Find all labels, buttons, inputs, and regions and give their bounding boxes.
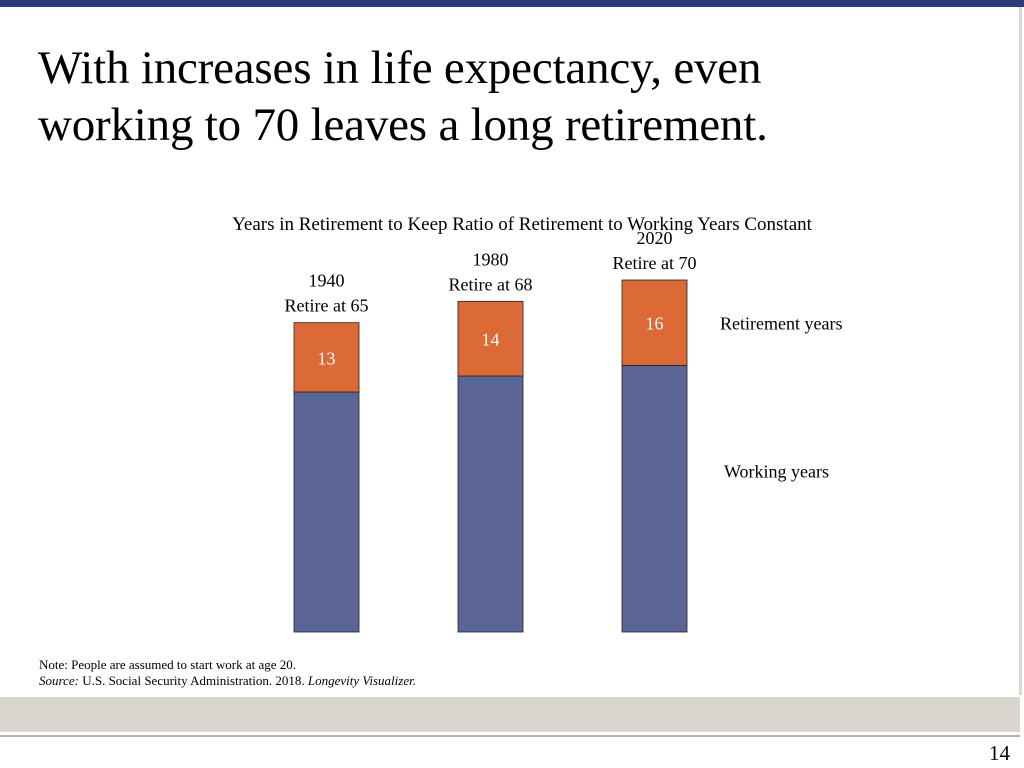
bar-retirement-years-2020: [621, 279, 688, 366]
bar-working-years-1980: [457, 375, 524, 633]
category-sublabel-2020: Retire at 70: [613, 253, 697, 273]
stacked-bar-chart: 13 1940 Retire at 65 14 1980 Retire at 68 16 20…: [285, 228, 842, 633]
category-sublabel-1980: Retire at 68: [449, 274, 533, 294]
category-label-1940: 1940: [309, 271, 345, 291]
bar-retirement-years-1980: [457, 300, 524, 377]
top-accent-rule: [0, 0, 1024, 7]
source-text: U.S. Social Security Administration. 201…: [78, 673, 308, 688]
source-title: Longevity Visualizer.: [307, 673, 416, 688]
chart-title: Years in Retirement to Keep Ratio of Ret…: [232, 214, 812, 235]
page-number: 14: [989, 741, 1010, 765]
footer-band: [0, 697, 1020, 732]
slide-title-line-1: With increases in life expectancy, even: [38, 42, 762, 94]
data-label-1940: 13: [318, 348, 336, 368]
bar-working-years-2020: [621, 364, 688, 633]
bar-working-years-1940: [293, 391, 360, 633]
chart-notes: Note: People are assumed to start work a…: [39, 657, 416, 689]
legend-working-years: Working years: [724, 461, 829, 481]
note-text: Note: People are assumed to start work a…: [39, 657, 297, 672]
source-label: Source:: [39, 673, 79, 688]
bar-retirement-years-1940: [293, 322, 360, 393]
legend-retirement-years: Retirement years: [720, 314, 842, 334]
slide-title: With increases in life expectancy, even …: [38, 40, 998, 154]
footer-divider: [0, 735, 1020, 737]
category-sublabel-1940: Retire at 65: [285, 296, 369, 316]
right-edge-shadow: [1019, 7, 1022, 695]
data-label-2020: 16: [646, 314, 664, 334]
slide-title-line-2: working to 70 leaves a long retirement.: [38, 99, 768, 151]
source-line: Source: U.S. Social Security Administrat…: [39, 673, 416, 689]
category-label-1980: 1980: [473, 249, 509, 269]
category-label-2020: 2020: [637, 228, 673, 248]
data-label-1980: 14: [482, 330, 500, 350]
